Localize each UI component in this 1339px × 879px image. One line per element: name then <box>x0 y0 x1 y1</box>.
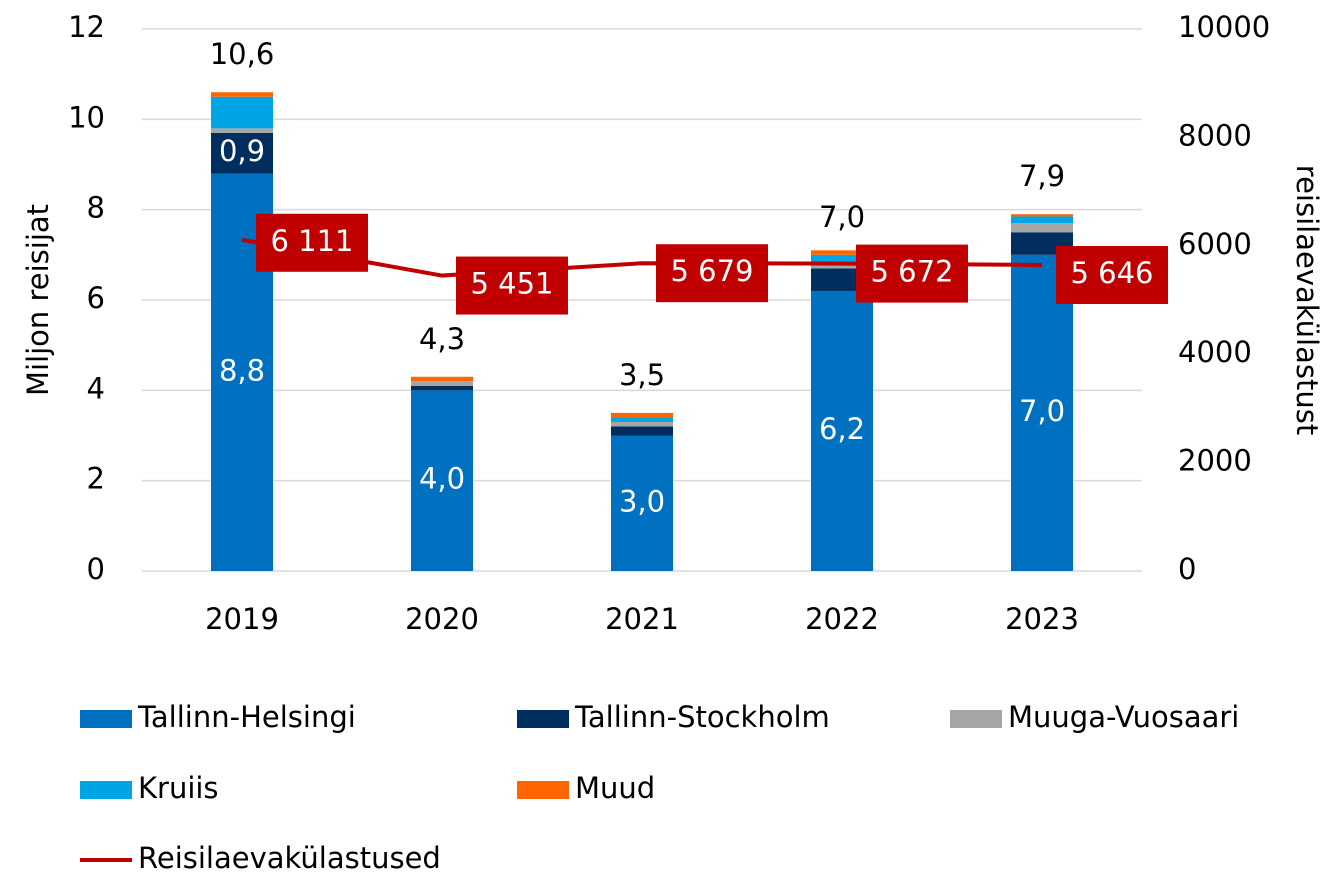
x-tick-label: 2023 <box>1005 602 1079 636</box>
value-label: 5 679 <box>670 254 753 288</box>
bar-segment <box>611 421 673 427</box>
legend-swatch <box>950 710 1002 728</box>
value-label: 6,2 <box>819 412 865 446</box>
total-label: 10,6 <box>210 37 275 71</box>
x-tick-label: 2021 <box>605 602 679 636</box>
y2-tick-label: 6000 <box>1178 227 1252 261</box>
y-tick-label: 8 <box>87 191 105 225</box>
value-label: 5 672 <box>870 255 953 289</box>
bar-segment <box>1011 216 1073 224</box>
total-label: 7,9 <box>1019 159 1065 193</box>
bar-segment <box>1011 254 1073 572</box>
legend-label: Muud <box>575 771 655 805</box>
total-label: 3,5 <box>619 358 665 392</box>
bar-segment <box>811 263 873 269</box>
x-tick-label: 2019 <box>205 602 279 636</box>
bar-segment <box>411 390 473 571</box>
bar-segment <box>211 96 273 129</box>
value-label: 5 451 <box>470 267 553 301</box>
value-label: 0,9 <box>219 134 265 168</box>
legend-label: Reisilaevakülastused <box>138 841 441 875</box>
y-tick-label: 6 <box>87 281 105 315</box>
total-label: 7,0 <box>819 200 865 234</box>
bar-segment <box>611 417 673 422</box>
legend-swatch <box>80 710 132 728</box>
bar-segment <box>1011 214 1073 217</box>
value-label-box <box>856 244 968 303</box>
legend-label: Muuga-Vuosaari <box>1008 700 1239 734</box>
bar-segment <box>811 250 873 255</box>
bar-segment <box>211 128 273 133</box>
value-label: 5 646 <box>1070 256 1153 290</box>
y2-tick-label: 4000 <box>1178 335 1252 369</box>
value-label: 7,0 <box>1019 394 1065 428</box>
bar-segment <box>811 254 873 264</box>
bar-segment <box>211 92 273 97</box>
x-tick-label: 2020 <box>405 602 479 636</box>
y-tick-label: 12 <box>68 10 105 44</box>
x-tick-label: 2022 <box>805 602 879 636</box>
value-label-box <box>656 244 768 303</box>
legend-label: Kruiis <box>138 771 219 805</box>
value-label-box <box>1056 245 1168 304</box>
y-tick-label: 4 <box>87 371 105 405</box>
legend-swatch <box>80 781 132 799</box>
y-tick-label: 10 <box>68 100 105 134</box>
bar-segment <box>411 381 473 386</box>
value-label: 8,8 <box>219 353 265 387</box>
value-label: 4,0 <box>419 462 465 496</box>
value-label-box <box>256 213 368 272</box>
bar-segment <box>611 412 673 418</box>
y2-tick-label: 2000 <box>1178 444 1252 478</box>
bar-segment <box>811 290 873 571</box>
y-axis-title: Miljon reisijat <box>21 204 55 396</box>
legend-label: Tallinn-Helsingi <box>137 700 356 734</box>
bar-segment <box>411 376 473 382</box>
y2-tick-label: 0 <box>1178 552 1196 586</box>
y2-axis-title: reisilaevakülastust <box>1290 165 1324 435</box>
legend-swatch <box>517 781 569 799</box>
value-label: 3,0 <box>619 484 665 518</box>
bar-segment <box>1011 223 1073 233</box>
bar-segment <box>611 435 673 571</box>
y-tick-label: 2 <box>87 462 105 496</box>
y2-tick-label: 10000 <box>1178 10 1270 44</box>
total-label: 4,3 <box>419 322 465 356</box>
y2-tick-label: 8000 <box>1178 118 1252 152</box>
bar-segment <box>211 132 273 174</box>
bar-segment <box>611 426 673 436</box>
legend-swatch <box>517 710 569 728</box>
y-tick-label: 0 <box>87 552 105 586</box>
bar-segment <box>411 385 473 391</box>
legend-label: Tallinn-Stockholm <box>574 700 830 734</box>
value-label: 6 111 <box>270 224 353 258</box>
value-label-box <box>456 256 568 315</box>
